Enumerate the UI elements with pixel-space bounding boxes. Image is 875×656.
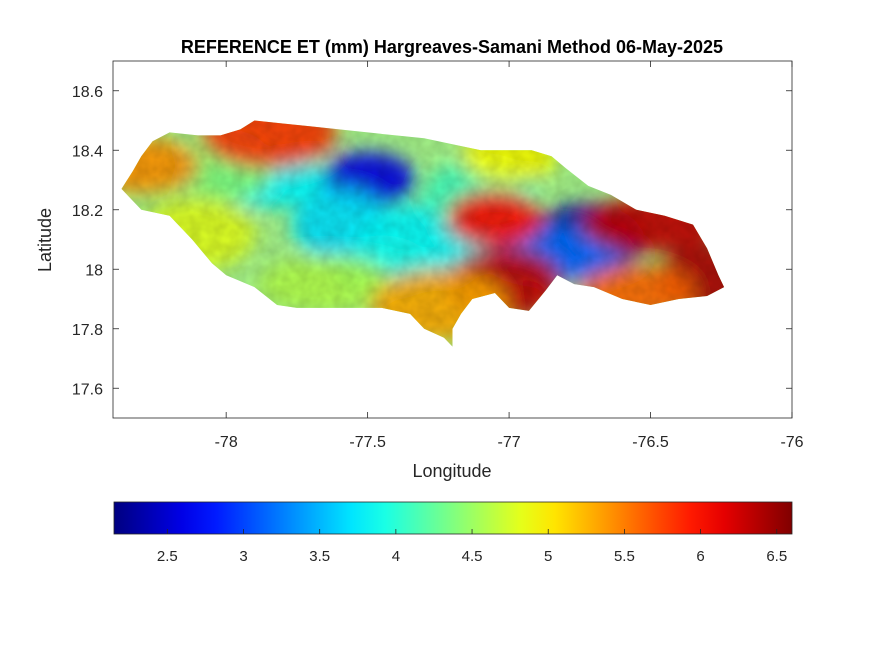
- y-tick-label: 18.2: [72, 203, 103, 220]
- y-axis-label: Latitude: [35, 208, 55, 272]
- y-tick-label: 18.4: [72, 143, 103, 160]
- colorbar: 2.5 3 3.5 4 4.5 5 5.5 6 6.5: [113, 501, 793, 565]
- y-axis-ticks: 17.6 17.8 18 18.2 18.4 18.6: [72, 84, 792, 398]
- x-tick-label: -76.5: [632, 434, 669, 451]
- x-axis-ticks: -78 -77.5 -77 -76.5 -76: [215, 61, 804, 451]
- colorbar-tick-label: 5: [544, 548, 552, 565]
- colorbar-gradient: [113, 501, 793, 535]
- y-tick-label: 17.8: [72, 322, 103, 339]
- colorbar-tick-label: 3.5: [309, 548, 330, 565]
- colorbar-tick-label: 4: [392, 548, 400, 565]
- colorbar-ticks: 2.5 3 3.5 4 4.5 5 5.5 6 6.5: [157, 529, 787, 565]
- x-tick-label: -78: [215, 434, 238, 451]
- colorbar-tick-label: 4.5: [462, 548, 483, 565]
- x-axis-label: Longitude: [412, 461, 491, 481]
- colorbar-tick-label: 2.5: [157, 548, 178, 565]
- colorbar-tick-label: 3: [239, 548, 247, 565]
- colorbar-tick-label: 6: [696, 548, 704, 565]
- x-tick-label: -77.5: [349, 434, 386, 451]
- y-tick-label: 18.6: [72, 84, 103, 101]
- x-tick-label: -77: [498, 434, 521, 451]
- colorbar-tick-label: 6.5: [766, 548, 787, 565]
- y-tick-label: 17.6: [72, 381, 103, 398]
- chart-title: REFERENCE ET (mm) Hargreaves-Samani Meth…: [181, 37, 723, 57]
- y-tick-label: 18: [85, 262, 103, 279]
- colorbar-tick-label: 5.5: [614, 548, 635, 565]
- x-tick-label: -76: [780, 434, 803, 451]
